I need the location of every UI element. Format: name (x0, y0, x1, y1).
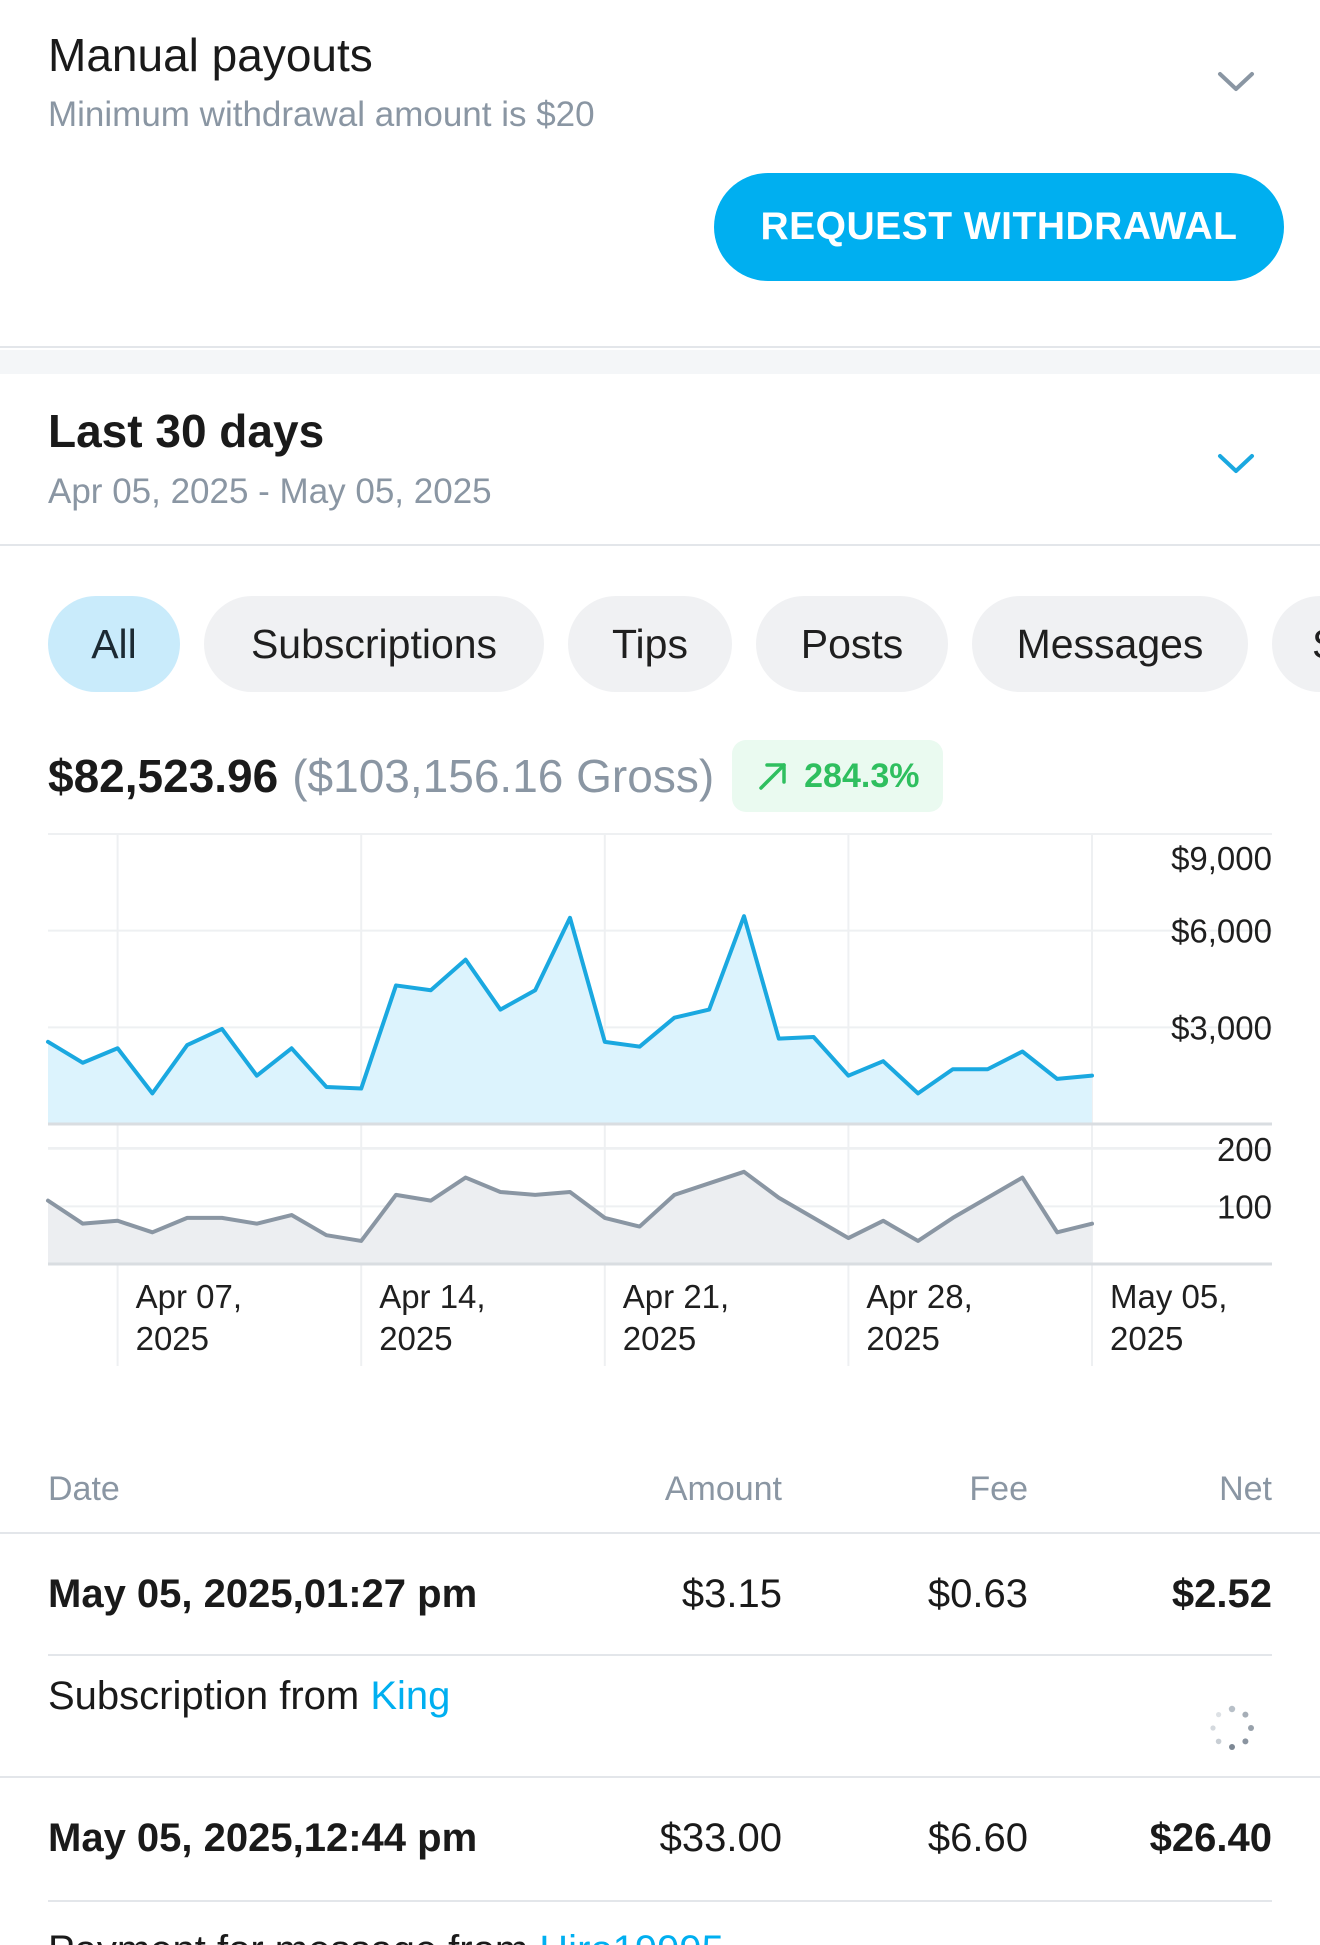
row-divider (0, 1776, 1320, 1778)
period-title: Last 30 days (48, 405, 325, 457)
description-text: Subscription from (48, 1674, 371, 1718)
transaction-net: $2.52 (1171, 1572, 1272, 1616)
earnings-series-line (46, 914, 1094, 1096)
x-tick-label: May 05, (1110, 1278, 1227, 1315)
user-link[interactable]: Hiro19995 (539, 1928, 724, 1945)
x-tick-label: 2025 (379, 1320, 452, 1357)
period-range: Apr 05, 2025 - May 05, 2025 (48, 472, 492, 511)
y-tick-label: $9,000 (1171, 840, 1272, 877)
arrow-up-right-icon (759, 763, 786, 790)
manual-payouts-section: Manual payouts Minimum withdrawal amount… (0, 0, 1320, 348)
earnings-chart-svg: $9,000 $6,000 $3,000 200 100 Apr 07, 2025 Apr 1… (46, 833, 1272, 1366)
count-series-line (46, 1169, 1094, 1243)
x-tick-label: Apr 07, (136, 1278, 242, 1315)
transaction-fee: $6.60 (927, 1816, 1028, 1860)
x-tick-label: Apr 14, (379, 1278, 485, 1315)
request-withdrawal-button[interactable]: REQUEST WITHDRAWAL (714, 173, 1284, 281)
filter-chip-streams[interactable]: Streams (1272, 596, 1320, 692)
filter-chip-tips[interactable]: Tips (568, 596, 732, 692)
transactions-table-header: Date Amount Fee Net (0, 1460, 1320, 1534)
y-tick-label: 100 (1217, 1188, 1272, 1225)
transaction-summary: May 05, 2025,01:27 pm $3.15 $0.63 $2.52 (0, 1536, 1320, 1656)
header-net: Net (1219, 1470, 1272, 1508)
transaction-date: May 05, 2025,12:44 pm (48, 1816, 478, 1860)
loading-spinner-icon (1208, 1704, 1256, 1752)
earnings-chart: $9,000 $6,000 $3,000 200 100 Apr 07, 2025 Apr 1… (0, 830, 1320, 1370)
x-tick-label: Apr 21, (623, 1278, 729, 1315)
chevron-down-icon[interactable] (1216, 444, 1256, 484)
transaction-fee: $0.63 (927, 1572, 1028, 1616)
filter-chip-posts[interactable]: Posts (756, 596, 948, 692)
row-divider (48, 1900, 1272, 1902)
period-selector[interactable]: Last 30 days Apr 05, 2025 - May 05, 2025 (0, 374, 1320, 546)
filter-chip-messages[interactable]: Messages (972, 596, 1248, 692)
earnings-totals: $82,523.96 ($103,156.16 Gross) 284.3% (48, 740, 944, 812)
x-tick-label: 2025 (1110, 1320, 1183, 1357)
transaction-amount: $33.00 (659, 1816, 782, 1860)
user-link[interactable]: King (370, 1674, 451, 1718)
transaction-description: Subscription from King (48, 1674, 450, 1719)
y-tick-label: $6,000 (1171, 913, 1272, 950)
description-text: Payment for message from (48, 1928, 539, 1945)
transaction-summary: May 05, 2025,12:44 pm $33.00 $6.60 $26.4… (0, 1780, 1320, 1900)
change-badge: 284.3% (732, 740, 944, 812)
count-area-fill (48, 1171, 1092, 1264)
header-date: Date (48, 1470, 120, 1508)
section-divider (0, 350, 1320, 374)
transaction-net: $26.40 (1149, 1816, 1272, 1860)
filter-chip-subscriptions[interactable]: Subscriptions (204, 596, 544, 692)
x-tick-label: 2025 (136, 1320, 209, 1357)
earnings-filter-tabs: All Subscriptions Tips Posts Messages St… (0, 596, 1320, 692)
gross-total: ($103,156.16 Gross) (292, 750, 715, 802)
x-tick-label: Apr 28, (866, 1278, 972, 1315)
header-amount: Amount (664, 1470, 782, 1508)
transaction-amount: $3.15 (681, 1572, 782, 1616)
payouts-title: Manual payouts (48, 29, 373, 81)
change-percent: 284.3% (804, 756, 920, 795)
transaction-date: May 05, 2025,01:27 pm (48, 1572, 478, 1616)
payouts-subtitle: Minimum withdrawal amount is $20 (48, 95, 595, 134)
y-tick-label: $3,000 (1171, 1009, 1272, 1046)
net-total: $82,523.96 (48, 750, 279, 802)
chevron-down-icon[interactable] (1216, 62, 1256, 102)
y-tick-label: 200 (1217, 1131, 1272, 1168)
header-fee: Fee (969, 1470, 1028, 1508)
earnings-area-fill (48, 916, 1092, 1124)
x-tick-label: 2025 (866, 1320, 939, 1357)
transaction-description: Payment for message from Hiro19995 (48, 1928, 724, 1945)
filter-chip-all[interactable]: All (48, 596, 180, 692)
row-divider (48, 1654, 1272, 1656)
x-tick-label: 2025 (623, 1320, 696, 1357)
